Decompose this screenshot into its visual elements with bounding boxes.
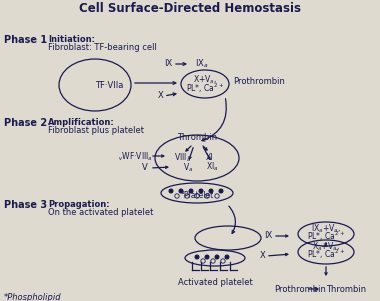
Text: IX$_a$: IX$_a$ [195, 58, 209, 70]
Text: Propagation:: Propagation: [48, 200, 109, 209]
Text: Phase 1: Phase 1 [4, 35, 47, 45]
Text: Thrombin: Thrombin [326, 285, 366, 294]
Circle shape [195, 255, 199, 259]
Text: Phase 3: Phase 3 [4, 200, 47, 210]
Text: Fibroblast: TF-bearing cell: Fibroblast: TF-bearing cell [48, 43, 157, 52]
Text: On the activated platelet: On the activated platelet [48, 208, 154, 217]
Text: TF·VIIa: TF·VIIa [95, 80, 123, 89]
Text: Activated platelet: Activated platelet [177, 278, 252, 287]
Circle shape [205, 255, 209, 259]
Text: PL*, Ca$^{2+}$: PL*, Ca$^{2+}$ [307, 229, 345, 243]
Circle shape [225, 255, 229, 259]
Text: Amplification:: Amplification: [48, 118, 115, 127]
Text: $_v$WF·VIII$_a$: $_v$WF·VIII$_a$ [118, 151, 153, 163]
Text: Initiation:: Initiation: [48, 35, 95, 44]
Circle shape [189, 189, 193, 193]
Circle shape [215, 255, 219, 259]
Circle shape [209, 189, 213, 193]
Circle shape [179, 189, 183, 193]
Text: °Platelet: °Platelet [180, 191, 214, 200]
Text: V: V [142, 163, 148, 172]
Text: Cell Surface-Directed Hemostasis: Cell Surface-Directed Hemostasis [79, 2, 301, 15]
Text: Fibroblast plus platelet: Fibroblast plus platelet [48, 126, 144, 135]
Text: V$_a$: V$_a$ [183, 162, 193, 174]
Circle shape [199, 189, 203, 193]
Text: XI$_a$: XI$_a$ [206, 161, 218, 173]
Text: Phase 2: Phase 2 [4, 118, 47, 128]
Text: Thrombin: Thrombin [177, 134, 217, 142]
Text: Prothrombin: Prothrombin [233, 77, 285, 86]
Circle shape [219, 189, 223, 193]
Text: Prothrombin: Prothrombin [274, 285, 326, 294]
Text: X: X [157, 92, 163, 101]
Text: IX: IX [164, 60, 172, 69]
Text: *Phospholipid: *Phospholipid [4, 293, 62, 301]
Text: PL*, Ca$^{2+}$: PL*, Ca$^{2+}$ [186, 81, 224, 95]
Text: X: X [259, 252, 265, 260]
Text: PL*, Ca$^{2+}$: PL*, Ca$^{2+}$ [307, 247, 345, 261]
Text: X$_a$+V$_a$,: X$_a$+V$_a$, [312, 241, 340, 253]
Circle shape [169, 189, 173, 193]
Text: IX: IX [264, 231, 272, 240]
Text: IX$_a$+V$_a$,: IX$_a$+V$_a$, [311, 223, 341, 235]
Text: X+V$_a$,: X+V$_a$, [193, 74, 217, 86]
Text: VIII$_a$: VIII$_a$ [174, 152, 190, 164]
Text: XI: XI [206, 153, 214, 162]
